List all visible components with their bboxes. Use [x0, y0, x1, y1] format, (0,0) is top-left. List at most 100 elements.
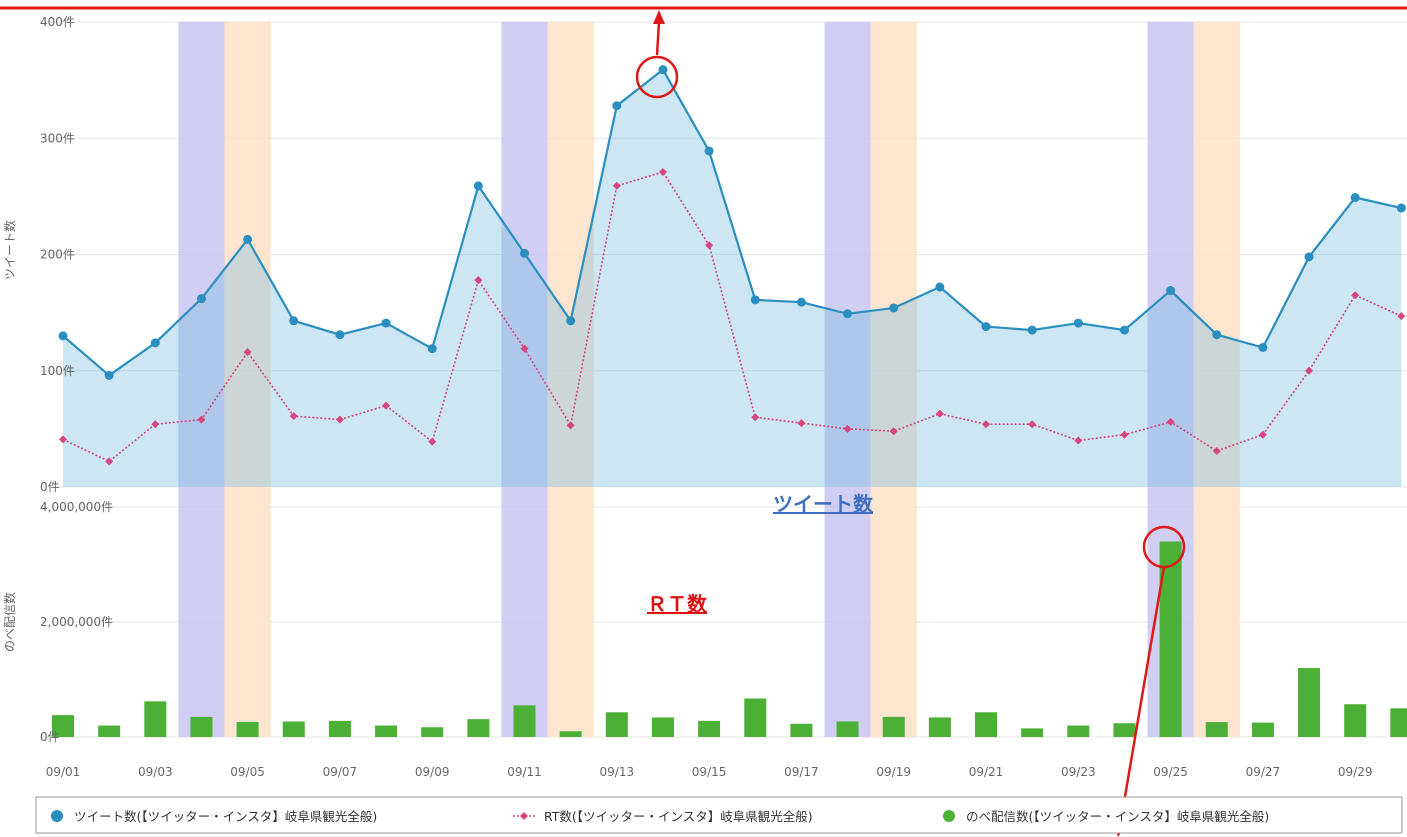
delivery-bar [651, 717, 674, 737]
tweet-y-tick-label: 100件 [40, 364, 75, 378]
x-tick-label: 09/25 [1153, 765, 1188, 779]
legend-rt-label: RT数(【ツイッター・インスタ】岐阜県観光全般) [544, 809, 813, 824]
x-tick-label: 09/11 [507, 765, 542, 779]
legend-tweet-marker [51, 810, 63, 822]
x-tick-label: 09/19 [876, 765, 911, 779]
weekend-band [824, 22, 871, 737]
x-tick-label: 09/23 [1061, 765, 1096, 779]
rt-point [335, 415, 344, 424]
tweet-point [566, 316, 576, 326]
rt-point [1258, 430, 1267, 439]
delivery-bar [882, 716, 905, 737]
rt-point [289, 412, 298, 421]
tweet-point [104, 370, 114, 380]
rt-point [428, 437, 437, 446]
delivery-bar [928, 717, 951, 737]
x-tick-label: 09/27 [1246, 765, 1281, 779]
tweet-point [843, 309, 853, 319]
rt-point [843, 424, 852, 433]
tweet-point [1212, 330, 1222, 340]
delivery-bar [1390, 708, 1407, 737]
tweet-point [1304, 252, 1314, 262]
highlight-circle-peak [635, 55, 679, 99]
rt-point [197, 415, 206, 424]
rt-point [59, 435, 67, 444]
delivery-bar [190, 716, 213, 737]
tweet-point [335, 330, 345, 340]
delivery-bar [1344, 704, 1367, 737]
tweet-point [1258, 343, 1268, 352]
tweet-point [58, 331, 68, 341]
rt-point [382, 401, 391, 410]
delivery-bar [1067, 725, 1090, 737]
x-tick-label: 09/15 [692, 765, 727, 779]
delivery-y-tick-label: 0件 [40, 730, 60, 744]
tweet-point [1073, 318, 1083, 328]
delivery-bar [375, 725, 398, 737]
tweet-point [981, 322, 991, 332]
rt-point [1028, 420, 1037, 429]
delivery-bar [328, 720, 351, 737]
x-tick-label: 09/07 [323, 765, 358, 779]
rt-point [935, 409, 944, 418]
x-tick-label: 09/09 [415, 765, 450, 779]
annotation-arrow-up-head [653, 10, 665, 24]
tweet-point [704, 146, 714, 156]
tweet-y-tick-label: 0件 [40, 480, 60, 494]
legend-delivery-label: のべ配信数(【ツイッター・インスタ】岐阜県観光全般) [966, 809, 1269, 824]
delivery-bar [52, 715, 74, 737]
annotation-tweet-count: ツイート数 [773, 492, 874, 516]
delivery-bar [1021, 728, 1044, 737]
tweet-point [196, 294, 206, 304]
delivery-bar [559, 731, 582, 737]
delivery-bar [513, 705, 536, 737]
tweet-point [1350, 193, 1360, 203]
tweet-y-axis-title: ツイート数 [2, 220, 17, 280]
tweet-line [62, 68, 1402, 377]
delivery-bar [98, 725, 121, 737]
rt-point [151, 420, 160, 429]
delivery-bar [975, 712, 997, 737]
tweet-point [935, 282, 945, 292]
tweet-point [150, 338, 160, 348]
tweet-point [658, 65, 668, 75]
legend-box [35, 796, 1403, 834]
delivery-bar [1159, 541, 1182, 737]
delivery-bar [282, 721, 305, 737]
delivery-y-axis-title: のべ配信数 [2, 592, 17, 652]
rt-point [1166, 417, 1175, 426]
weekend-band [547, 22, 594, 737]
weekend-band [1193, 22, 1240, 737]
rt-point [658, 167, 667, 176]
rt-point [797, 419, 806, 428]
tweet-y-tick-label: 400件 [40, 15, 75, 29]
rt-point [982, 420, 990, 429]
delivery-bar [605, 712, 628, 737]
x-tick-label: 09/21 [969, 765, 1004, 779]
delivery-bar [698, 720, 721, 737]
x-tick-label: 09/05 [230, 765, 265, 779]
rt-point [751, 413, 760, 422]
delivery-bar [1205, 722, 1228, 737]
tweet-point [612, 101, 622, 111]
delivery-bar [467, 719, 490, 737]
rt-point [520, 344, 529, 353]
rt-point [1212, 446, 1221, 455]
tweet-point [750, 295, 760, 305]
rt-point [474, 276, 483, 285]
rt-point [243, 348, 252, 357]
tweet-point [1166, 286, 1176, 296]
tweet-point [1119, 325, 1129, 335]
weekend-band [870, 22, 917, 737]
delivery-bar [144, 701, 167, 737]
tweet-point [381, 318, 391, 328]
tweet-point [243, 234, 253, 244]
delivery-bar [421, 727, 444, 737]
tweet-point [289, 316, 299, 326]
legend-delivery-marker [943, 810, 955, 822]
delivery-y-tick-label: 2,000,000件 [40, 615, 113, 629]
tweet-point [427, 344, 437, 354]
delivery-bar [1298, 668, 1321, 737]
